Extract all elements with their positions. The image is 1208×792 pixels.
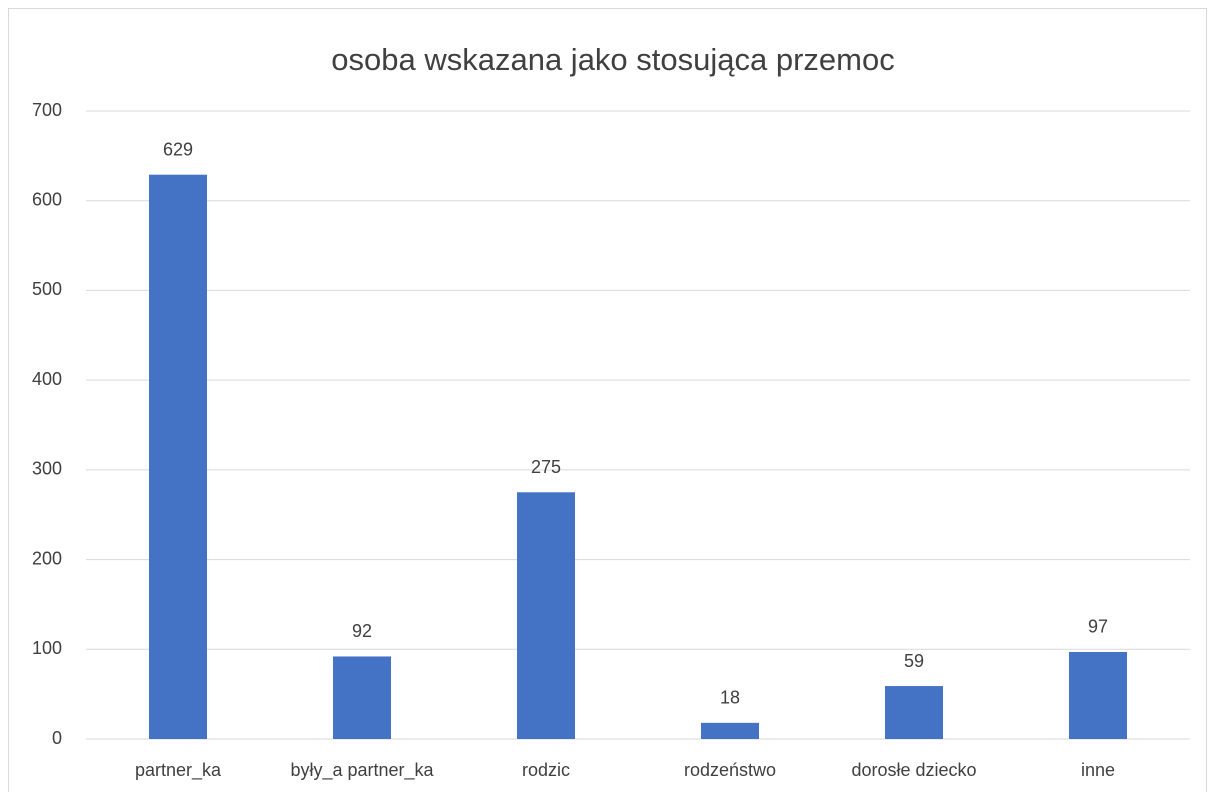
x-tick-label: rodzic	[522, 760, 570, 780]
y-tick-label: 500	[32, 279, 62, 299]
data-label: 18	[720, 688, 740, 708]
y-tick-label: 0	[52, 728, 62, 748]
bar	[333, 656, 391, 739]
y-tick-label: 700	[32, 100, 62, 120]
x-tick-label: były_a partner_ka	[290, 760, 434, 781]
y-tick-label: 100	[32, 638, 62, 658]
bar	[885, 686, 943, 739]
bar	[149, 174, 207, 739]
y-tick-label: 600	[32, 189, 62, 209]
data-label: 275	[531, 457, 561, 477]
data-label: 97	[1088, 617, 1108, 637]
x-tick-label: partner_ka	[135, 760, 222, 781]
y-tick-label: 400	[32, 369, 62, 389]
bar	[517, 492, 575, 739]
chart-border	[8, 8, 1207, 792]
bar	[701, 722, 759, 739]
x-tick-label: dorosłe dziecko	[851, 760, 976, 780]
bar	[1069, 651, 1127, 739]
chart-title: osoba wskazana jako stosująca przemoc	[331, 42, 894, 77]
data-label: 629	[163, 139, 193, 159]
data-label: 59	[904, 651, 924, 671]
x-tick-label: inne	[1081, 760, 1115, 780]
y-tick-label: 200	[32, 548, 62, 568]
x-tick-label: rodzeństwo	[684, 760, 776, 780]
data-label: 92	[352, 621, 372, 641]
y-tick-label: 300	[32, 459, 62, 479]
